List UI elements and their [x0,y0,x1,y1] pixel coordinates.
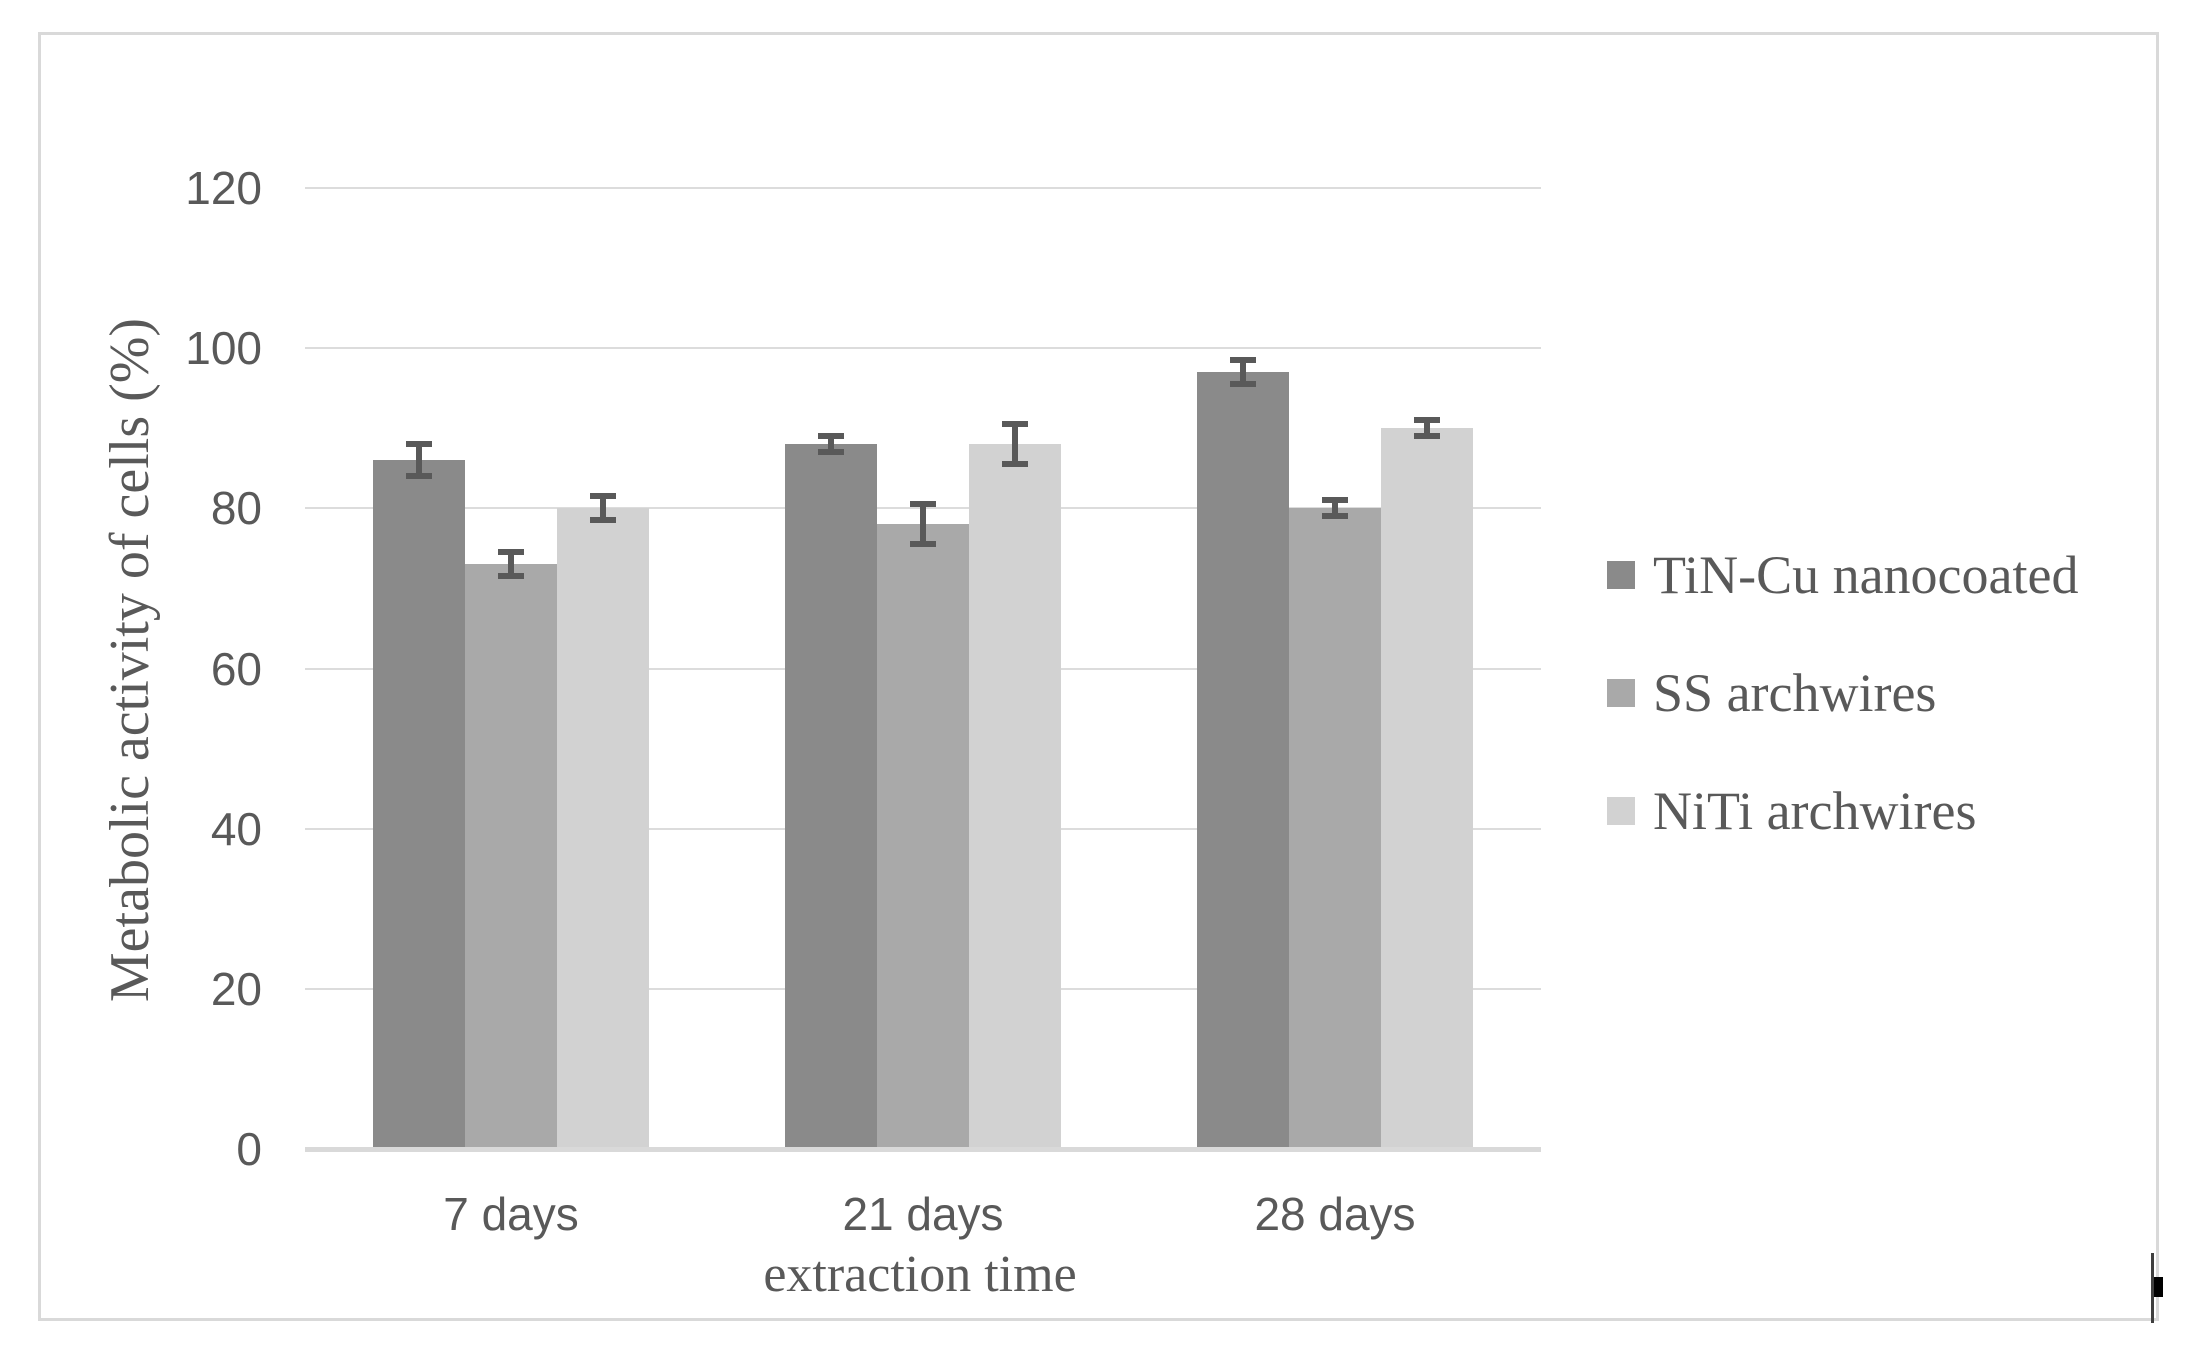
y-axis-title: Metabolic activity of cells (%) [99,317,161,1003]
error-bar-top-cap [1002,421,1028,428]
error-bar-top-cap [498,549,524,556]
error-bar [1332,500,1338,517]
error-bar-top-cap [910,501,936,508]
x-tick-label: 21 days [842,1188,1004,1240]
bar [557,508,649,1149]
error-bar-bottom-cap [1002,461,1028,468]
error-bar [508,552,514,577]
error-bar-top-cap [1230,357,1256,364]
bar [877,524,969,1149]
bar [969,444,1061,1149]
y-tick-label: 60 [210,642,262,695]
x-tick-label: 28 days [1254,1188,1416,1240]
legend-swatch-icon [1607,797,1635,825]
error-bar-bottom-cap [1414,433,1440,440]
y-tick-label: 0 [236,1123,262,1175]
error-bar-top-cap [406,441,432,448]
legend-label: SS archwires [1653,663,1937,723]
error-bar-top-cap [818,433,844,440]
y-tick-label: 100 [185,322,262,375]
error-bar-bottom-cap [818,449,844,456]
error-bar-top-cap [1322,497,1348,504]
y-tick-label: 80 [210,482,262,535]
legend-item: NiTi archwires [1607,781,1976,841]
error-bar-bottom-cap [1322,513,1348,520]
error-bar [600,496,606,521]
x-axis-title: extraction time [763,1246,1077,1303]
legend-item: TiN-Cu nanocoated [1607,545,2078,605]
error-bar-bottom-cap [590,517,616,524]
gridline [305,187,1541,189]
error-bar-top-cap [1414,417,1440,424]
x-axis-line [305,1147,1541,1152]
bar [373,460,465,1149]
bar [1381,428,1473,1149]
y-tick-label: 40 [210,802,262,855]
error-bar [828,436,834,453]
bar [465,564,557,1149]
x-tick-label: 7 days [443,1188,579,1240]
legend-swatch-icon [1607,679,1635,707]
error-bar [1424,420,1430,437]
legend-item: SS archwires [1607,663,1936,723]
gridline [305,347,1541,350]
legend-label: TiN-Cu nanocoated [1653,545,2079,605]
error-bar-bottom-cap [406,473,432,480]
legend-swatch-icon [1607,561,1635,589]
y-tick-label: 20 [210,962,262,1015]
legend-label: NiTi archwires [1653,781,1977,841]
error-bar [1012,424,1018,465]
bar [1197,372,1289,1149]
cursor-artifact-block [2154,1277,2163,1297]
error-bar-top-cap [590,493,616,500]
bar [1289,508,1381,1149]
error-bar-bottom-cap [498,573,524,580]
error-bar [1240,360,1246,385]
bar [785,444,877,1149]
error-bar [416,444,422,477]
error-bar-bottom-cap [910,541,936,548]
y-tick-label: 120 [185,162,262,214]
error-bar-bottom-cap [1230,381,1256,388]
error-bar [920,504,926,545]
cursor-artifact-line [2151,1253,2154,1323]
